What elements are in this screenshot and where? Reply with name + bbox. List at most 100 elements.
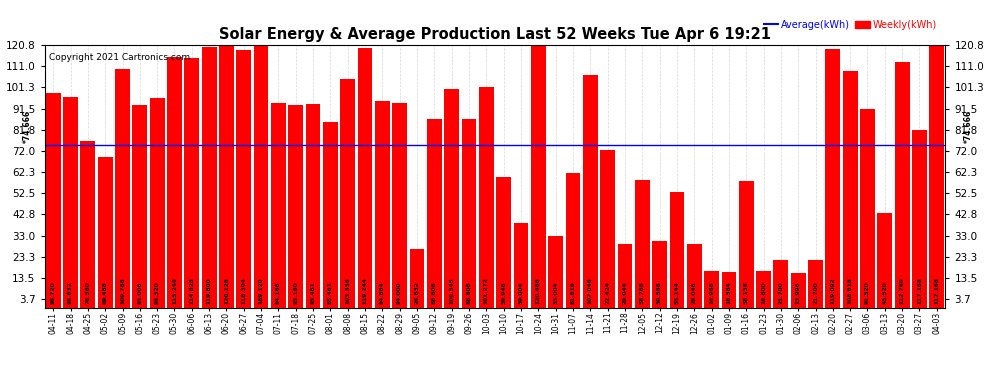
- Bar: [392, 103, 407, 308]
- Bar: [219, 46, 234, 308]
- Bar: [704, 271, 719, 308]
- Text: 61.816: 61.816: [570, 281, 575, 304]
- Text: 16.384: 16.384: [727, 281, 732, 304]
- Bar: [202, 47, 217, 308]
- Text: 98.720: 98.720: [50, 282, 55, 304]
- Text: 33.004: 33.004: [553, 282, 558, 304]
- Text: 94.000: 94.000: [397, 282, 402, 304]
- Bar: [167, 57, 182, 308]
- Title: Solar Energy & Average Production Last 52 Weeks Tue Apr 6 19:21: Solar Energy & Average Production Last 5…: [219, 27, 771, 42]
- Text: 105.356: 105.356: [346, 278, 350, 304]
- Text: 93.008: 93.008: [138, 282, 143, 304]
- Bar: [461, 119, 476, 308]
- Bar: [98, 156, 113, 308]
- Bar: [531, 46, 545, 308]
- Bar: [756, 271, 771, 308]
- Bar: [479, 87, 494, 308]
- Bar: [912, 130, 927, 308]
- Bar: [80, 141, 95, 308]
- Bar: [115, 69, 130, 308]
- Legend: Average(kWh), Weekly(kWh): Average(kWh), Weekly(kWh): [759, 16, 940, 33]
- Text: 59.948: 59.948: [501, 282, 506, 304]
- Text: 189.120: 189.120: [258, 278, 263, 304]
- Bar: [237, 50, 251, 308]
- Bar: [877, 213, 892, 308]
- Text: 108.616: 108.616: [847, 278, 852, 304]
- Bar: [791, 273, 806, 308]
- Bar: [669, 192, 684, 308]
- Bar: [341, 78, 355, 308]
- Bar: [565, 173, 580, 308]
- Text: 86.608: 86.608: [466, 282, 471, 304]
- Bar: [323, 122, 338, 308]
- Text: 100.545: 100.545: [449, 278, 454, 304]
- Text: Copyright 2021 Cartronics.com: Copyright 2021 Cartronics.com: [50, 53, 190, 62]
- Text: 29.048: 29.048: [692, 282, 697, 304]
- Bar: [618, 244, 633, 308]
- Bar: [583, 75, 598, 307]
- Text: 117.168: 117.168: [935, 277, 940, 304]
- Bar: [288, 105, 303, 308]
- Text: 101.272: 101.272: [484, 278, 489, 304]
- Bar: [895, 63, 910, 308]
- Bar: [930, 45, 944, 308]
- Bar: [306, 104, 321, 308]
- Bar: [63, 97, 78, 308]
- Text: 58.768: 58.768: [640, 281, 644, 304]
- Bar: [739, 181, 753, 308]
- Text: 91.520: 91.520: [865, 282, 870, 304]
- Bar: [773, 260, 788, 308]
- Text: 120.128: 120.128: [224, 278, 229, 304]
- Text: 120.486: 120.486: [536, 278, 541, 304]
- Text: 94.864: 94.864: [380, 282, 385, 304]
- Text: 107.046: 107.046: [588, 278, 593, 304]
- Text: *74.666: *74.666: [963, 110, 972, 143]
- Text: 119.800: 119.800: [207, 278, 212, 304]
- Bar: [184, 58, 199, 308]
- Text: 112.760: 112.760: [900, 278, 905, 304]
- Bar: [860, 109, 875, 308]
- Bar: [427, 119, 442, 308]
- Text: *74.666: *74.666: [23, 110, 32, 143]
- Text: 96.832: 96.832: [68, 282, 73, 304]
- Text: 26.832: 26.832: [415, 281, 420, 304]
- Text: 58.138: 58.138: [743, 281, 748, 304]
- Text: 69.488: 69.488: [103, 282, 108, 304]
- Text: 94.168: 94.168: [276, 282, 281, 304]
- Text: 16.968: 16.968: [709, 282, 714, 304]
- Text: 109.768: 109.768: [120, 278, 125, 304]
- Bar: [133, 105, 148, 308]
- Text: 30.568: 30.568: [657, 282, 662, 304]
- Bar: [635, 180, 649, 308]
- Text: 119.244: 119.244: [362, 278, 367, 304]
- Text: 53.144: 53.144: [674, 281, 679, 304]
- Text: 93.160: 93.160: [293, 282, 298, 304]
- Bar: [826, 49, 841, 308]
- Text: 117.168: 117.168: [917, 277, 922, 304]
- Bar: [149, 98, 164, 308]
- Text: 119.092: 119.092: [831, 278, 836, 304]
- Bar: [271, 103, 286, 308]
- Bar: [445, 89, 459, 308]
- Text: 16.800: 16.800: [761, 282, 766, 304]
- Bar: [808, 260, 823, 308]
- Text: 93.461: 93.461: [311, 282, 316, 304]
- Bar: [842, 72, 857, 308]
- Text: 39.004: 39.004: [519, 282, 524, 304]
- Bar: [687, 244, 702, 308]
- Bar: [514, 223, 529, 308]
- Text: 114.828: 114.828: [189, 277, 194, 304]
- Bar: [600, 150, 615, 308]
- Bar: [357, 48, 372, 308]
- Text: 76.560: 76.560: [85, 282, 90, 304]
- Bar: [253, 45, 268, 308]
- Text: 96.320: 96.320: [154, 282, 159, 304]
- Bar: [46, 93, 60, 308]
- Text: 85.461: 85.461: [328, 281, 333, 304]
- Text: 72.424: 72.424: [605, 281, 610, 304]
- Text: 43.520: 43.520: [882, 282, 887, 304]
- Text: 86.608: 86.608: [432, 282, 437, 304]
- Text: 118.304: 118.304: [242, 278, 247, 304]
- Text: 21.700: 21.700: [778, 282, 783, 304]
- Text: 115.240: 115.240: [172, 278, 177, 304]
